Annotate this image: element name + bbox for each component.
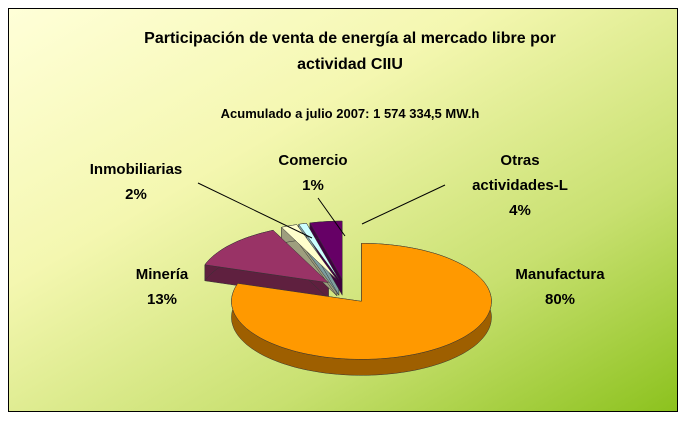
chart-subtitle: Acumulado a julio 2007: 1 574 334,5 MW.h <box>220 106 480 121</box>
leader-line <box>361 184 446 225</box>
slice-percent: 4% <box>509 202 531 219</box>
leader-line <box>317 197 346 237</box>
chart-title: Participación de venta de energía al mer… <box>144 30 556 73</box>
slice <box>231 243 492 360</box>
slice-percent: 80% <box>544 291 576 308</box>
slice <box>280 224 338 280</box>
slice-percent: 2% <box>125 186 147 203</box>
slice-percent: 1% <box>302 177 324 194</box>
slice-label: Inmobiliarias <box>89 161 183 178</box>
slice-label: Otras actividades-L <box>472 152 568 194</box>
slice-label: Manufactura <box>515 266 605 283</box>
slice-label: Minería <box>135 266 189 283</box>
leader-line <box>197 182 313 239</box>
slice <box>309 220 343 281</box>
slice <box>204 229 330 284</box>
slice <box>298 223 340 280</box>
slice-percent: 13% <box>146 291 178 308</box>
slice-label: Comercio <box>278 152 348 169</box>
